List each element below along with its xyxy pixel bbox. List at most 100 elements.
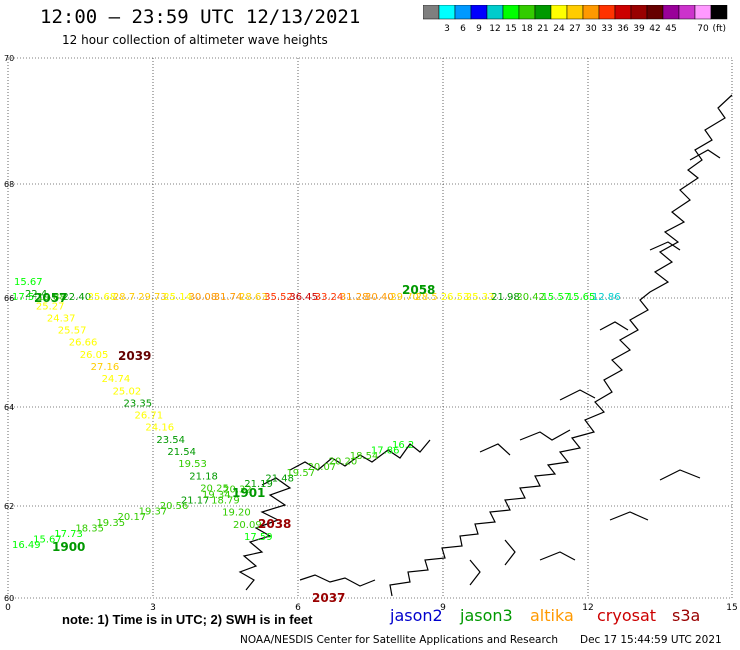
- swh-value: 22.40: [62, 292, 91, 303]
- pass-label: 1900: [52, 540, 85, 554]
- color-tick-label: 27: [569, 24, 580, 34]
- swh-value: 20.25: [200, 483, 229, 494]
- swh-value: 17.86: [371, 446, 400, 457]
- legend-cryosat: cryosat: [597, 606, 657, 625]
- swh-value: 26.71: [134, 411, 163, 422]
- swh-value: 18.54: [350, 451, 379, 462]
- swh-value: 25.14: [163, 292, 192, 303]
- x-tick-label: 9: [440, 603, 446, 613]
- swh-value: 20.20: [329, 457, 358, 468]
- axis-tick-labels: 0 3 6 9 12 15 70 68 66 64 62 60: [4, 54, 738, 613]
- color-scale-legend: 3 6 9 12 15 18 21 24 27 30 33 36 39 42 45 70 (ft): [423, 5, 728, 34]
- swh-value: 25.33: [466, 292, 495, 303]
- color-tick-label: 33: [601, 24, 612, 34]
- y-tick-label: 64: [4, 403, 14, 412]
- swh-value: 20.07: [308, 462, 337, 473]
- pass-label: 2038: [258, 517, 291, 531]
- swh-value: 27.16: [91, 362, 120, 373]
- swh-value: 15.67: [14, 277, 43, 288]
- y-tick-label: 68: [4, 180, 14, 189]
- color-unit-label: (ft): [712, 24, 726, 34]
- pass-label: 2057: [34, 291, 67, 305]
- swh-value: 33.24: [315, 292, 344, 303]
- y-tick-label: 66: [4, 294, 14, 303]
- swh-value: 26.66: [69, 338, 98, 349]
- pass-label: 2058: [402, 283, 435, 297]
- pass-label: 1901: [232, 486, 265, 500]
- swh-value: 19.34: [202, 490, 231, 501]
- x-tick-label: 15: [726, 603, 737, 613]
- swh-value: 26.05: [80, 350, 109, 361]
- swh-value: 16.49: [12, 540, 41, 551]
- swh-value: 29.73: [138, 292, 167, 303]
- swh-value: 28.5: [415, 292, 437, 303]
- grid-lines: [7, 57, 733, 599]
- color-tick-label: 18: [521, 24, 533, 34]
- x-tick-label: 12: [582, 603, 593, 613]
- swh-value: 21.18: [189, 471, 218, 482]
- coastline-segment: [519, 429, 571, 441]
- swh-value: 28.63: [239, 292, 268, 303]
- map-title: 12:00 — 23:59 UTC 12/13/2021: [40, 6, 361, 28]
- swh-value: 18.35: [75, 523, 104, 534]
- swh-value: 19.37: [139, 507, 168, 518]
- swh-value: 20.09: [233, 520, 262, 531]
- coastline-norway: [238, 94, 733, 597]
- pass-label: 2039: [118, 349, 151, 363]
- color-tick-label: 42: [649, 24, 660, 34]
- color-tick-label: 3: [444, 24, 450, 34]
- color-tick-label: 12: [489, 24, 500, 34]
- swh-value: 15.65: [567, 292, 596, 303]
- color-tick-label: 9: [476, 24, 482, 34]
- swh-value: 17.5: [12, 292, 34, 303]
- swh-value: 21.17: [181, 496, 210, 507]
- coastline-segment: [299, 574, 376, 587]
- coastline-segment: [289, 439, 431, 471]
- color-tick-label: 21: [537, 24, 548, 34]
- coastline-segment: [649, 241, 681, 251]
- y-tick-label: 60: [4, 594, 14, 603]
- swh-value: 18.79: [211, 496, 240, 507]
- swh-value: 29.70: [390, 292, 419, 303]
- coastline-segment: [599, 321, 629, 331]
- y-tick-label: 70: [4, 54, 14, 63]
- coastline-segment: [389, 94, 733, 597]
- swh-value: 19.53: [178, 459, 207, 470]
- swh-value: 21.98: [491, 292, 520, 303]
- swh-value: 19.35: [96, 518, 125, 529]
- swh-value: 20.32: [223, 484, 252, 495]
- coastline-segment: [469, 559, 481, 586]
- coastline-segment: [559, 389, 596, 401]
- x-tick-label: 6: [295, 603, 301, 613]
- coastline-segment: [504, 539, 516, 566]
- pass-label: 2037: [312, 591, 345, 605]
- swh-value: 19.20: [222, 508, 251, 519]
- y-tick-label: 62: [4, 502, 14, 511]
- swh-value: 21.54: [167, 447, 196, 458]
- swh-value: 20.56: [160, 501, 189, 512]
- swh-value: 25.27: [36, 301, 65, 312]
- swh-value: 20.17: [118, 512, 147, 523]
- color-tick-label: 36: [617, 24, 629, 34]
- footnote: note: 1) Time is in UTC; 2) SWH is in fe…: [62, 612, 313, 627]
- legend-altika: altika: [530, 606, 574, 625]
- color-tick-label: 45: [665, 24, 676, 34]
- swh-value: 28.7: [113, 292, 135, 303]
- generation-timestamp: Dec 17 15:44:59 UTC 2021: [580, 634, 722, 646]
- swh-value: 16.2: [392, 440, 414, 451]
- coastline-segment: [689, 149, 721, 161]
- swh-value: 17.59: [244, 532, 273, 543]
- swh-value: 21.19: [244, 479, 273, 490]
- swh-value: 24.74: [102, 374, 131, 385]
- map-subtitle: 12 hour collection of altimeter wave hei…: [62, 33, 328, 47]
- swh-value: 26.53: [441, 292, 470, 303]
- swh-value: 31.74: [214, 292, 243, 303]
- swh-value: 31.28: [340, 292, 369, 303]
- swh-value: 30.08: [189, 292, 218, 303]
- swh-value: 25.68: [88, 292, 117, 303]
- swh-value: 17.73: [54, 529, 83, 540]
- legend-jason3: jason3: [460, 606, 513, 625]
- swh-value: 24.16: [145, 423, 174, 434]
